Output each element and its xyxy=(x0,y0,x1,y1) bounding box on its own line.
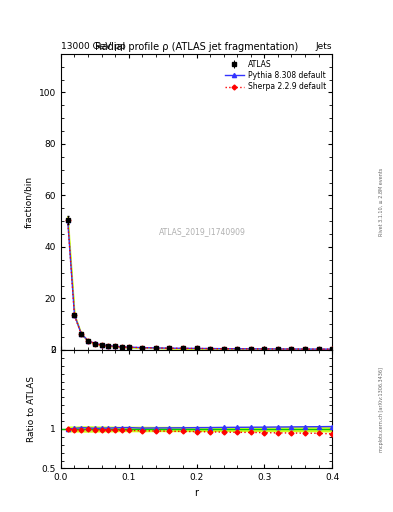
Legend: ATLAS, Pythia 8.308 default, Sherpa 2.2.9 default: ATLAS, Pythia 8.308 default, Sherpa 2.2.… xyxy=(222,57,328,94)
Text: Rivet 3.1.10, ≥ 2.8M events: Rivet 3.1.10, ≥ 2.8M events xyxy=(379,168,384,236)
Y-axis label: Ratio to ATLAS: Ratio to ATLAS xyxy=(27,376,36,442)
Text: mcplots.cern.ch [arXiv:1306.3436]: mcplots.cern.ch [arXiv:1306.3436] xyxy=(379,367,384,452)
Y-axis label: fraction/bin: fraction/bin xyxy=(24,176,33,228)
X-axis label: r: r xyxy=(195,488,198,498)
Text: ATLAS_2019_I1740909: ATLAS_2019_I1740909 xyxy=(158,227,245,236)
Text: 13000 GeV pp: 13000 GeV pp xyxy=(61,42,126,51)
Title: Radial profile ρ (ATLAS jet fragmentation): Radial profile ρ (ATLAS jet fragmentatio… xyxy=(95,41,298,52)
Text: Jets: Jets xyxy=(316,42,332,51)
